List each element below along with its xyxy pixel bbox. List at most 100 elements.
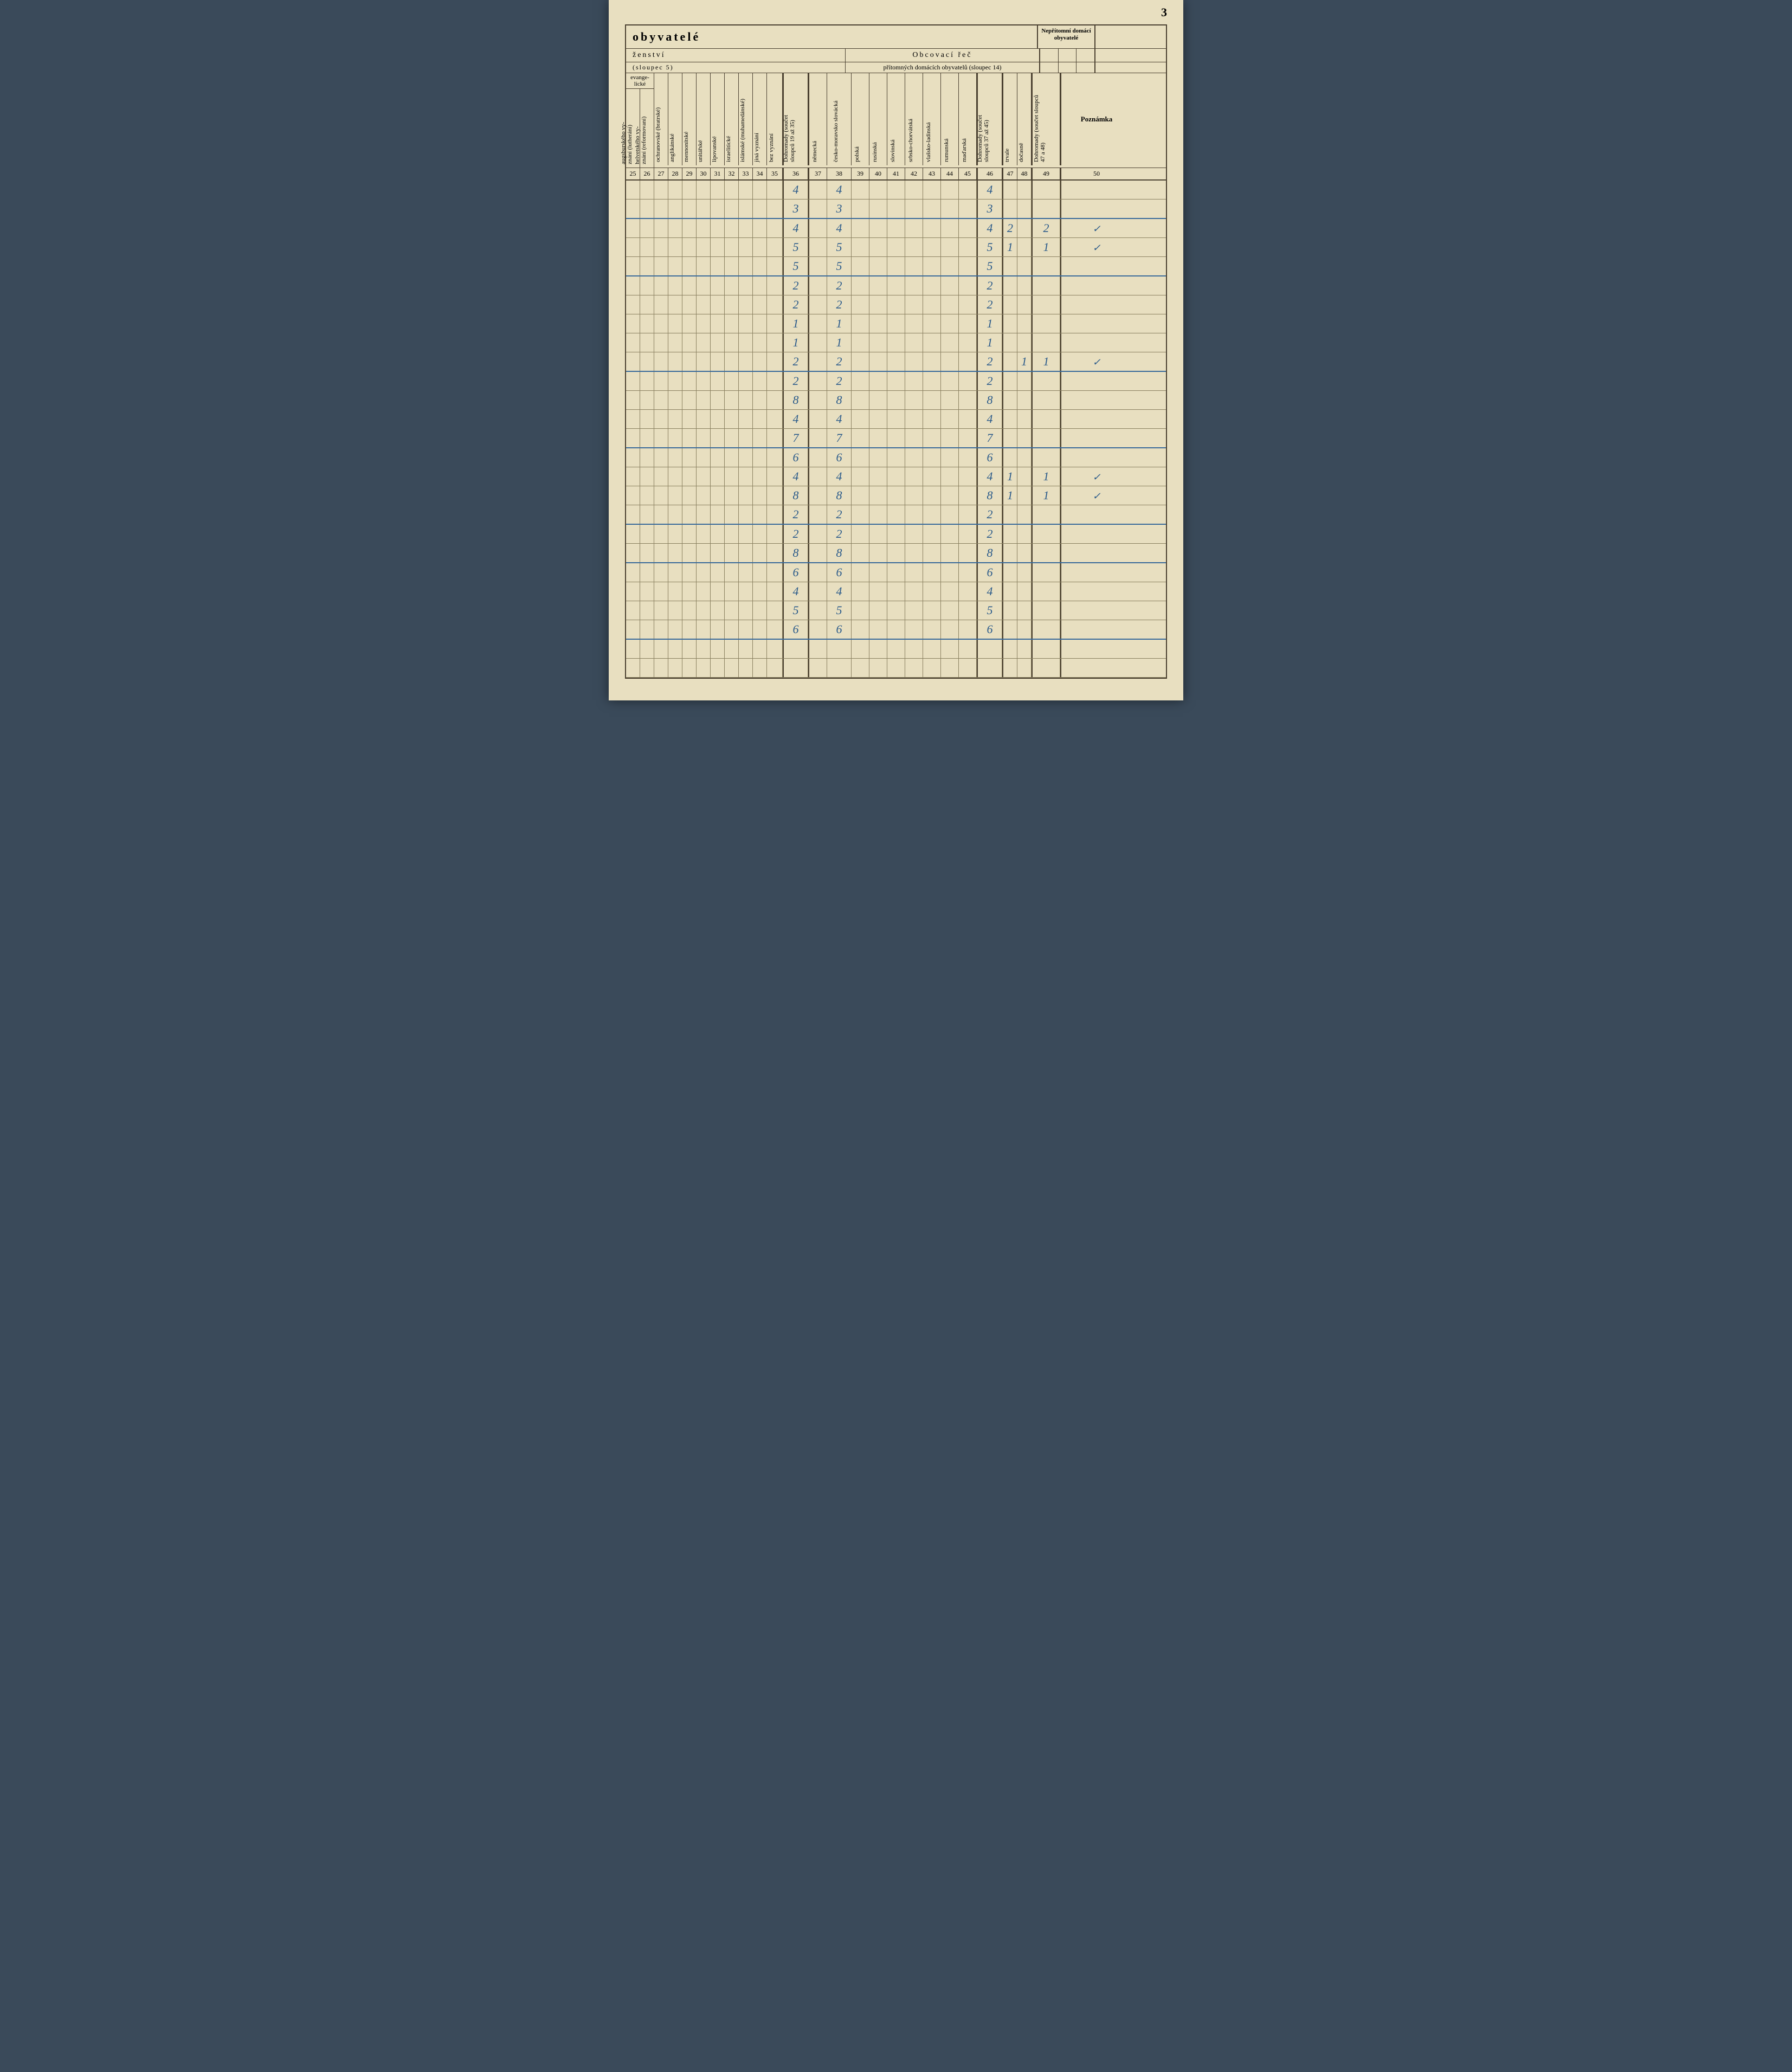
cell-35	[767, 257, 783, 275]
cell-28	[668, 314, 682, 333]
cell-37	[808, 505, 827, 524]
cell-49	[1032, 372, 1060, 390]
cell-30	[697, 582, 711, 601]
colnum-42: 42	[905, 168, 923, 179]
cell-35	[767, 276, 783, 295]
cell-43	[923, 410, 941, 428]
cell-27	[654, 372, 668, 390]
cell-27	[654, 200, 668, 218]
cell-30	[697, 372, 711, 390]
cell-46: 8	[977, 544, 1002, 562]
cell-46: 5	[977, 601, 1002, 620]
cell-39	[852, 295, 869, 314]
cell-37	[808, 582, 827, 601]
cell-47: 1	[1002, 238, 1017, 256]
header-26: helvetského vy-znání (reformovaní)	[634, 117, 647, 164]
cell-26	[640, 410, 654, 428]
cell-40	[869, 200, 887, 218]
cell-34	[753, 181, 767, 199]
cell-42	[905, 219, 923, 237]
colnum-40: 40	[869, 168, 887, 179]
header-41: slovinská	[889, 139, 896, 162]
cell-39	[852, 276, 869, 295]
cell-49	[1032, 582, 1060, 601]
cell-34	[753, 429, 767, 447]
cell-42	[905, 640, 923, 658]
cell-34	[753, 352, 767, 371]
cell-47	[1002, 352, 1017, 371]
cell-34	[753, 295, 767, 314]
cell-49	[1032, 525, 1060, 543]
header-38: česko-moravsko slovácká	[833, 101, 839, 162]
cell-39	[852, 219, 869, 237]
cell-39	[852, 525, 869, 543]
cell-42	[905, 659, 923, 677]
cell-49	[1032, 295, 1060, 314]
cell-32	[725, 601, 739, 620]
data-body: 44433344422✓55511✓55522222211111122211✓2…	[626, 181, 1166, 678]
cell-27	[654, 314, 668, 333]
cell-41	[887, 391, 905, 409]
cell-30	[697, 601, 711, 620]
cell-36: 1	[783, 333, 808, 352]
cell-25	[626, 333, 640, 352]
cell-34	[753, 544, 767, 562]
cell-29	[682, 333, 697, 352]
cell-28	[668, 295, 682, 314]
colnum-32: 32	[725, 168, 739, 179]
cell-45	[959, 429, 977, 447]
cell-29	[682, 352, 697, 371]
cell-46: 8	[977, 486, 1002, 505]
cell-48: 1	[1017, 352, 1032, 371]
cell-36: 4	[783, 582, 808, 601]
cell-42	[905, 601, 923, 620]
cell-31	[711, 238, 725, 256]
cell-42	[905, 467, 923, 486]
cell-40	[869, 219, 887, 237]
cell-31	[711, 544, 725, 562]
section-row: ženství Obcovací řeč	[626, 49, 1166, 62]
header-29: mennonítské	[683, 132, 689, 162]
cell-31	[711, 410, 725, 428]
cell-32	[725, 391, 739, 409]
cell-38: 6	[827, 448, 852, 467]
cell-32	[725, 505, 739, 524]
cell-50	[1060, 314, 1132, 333]
colnum-49: 49	[1032, 168, 1060, 179]
cell-37	[808, 563, 827, 582]
cell-49: 1	[1032, 467, 1060, 486]
cell-43	[923, 467, 941, 486]
cell-40	[869, 429, 887, 447]
cell-28	[668, 352, 682, 371]
cell-31	[711, 391, 725, 409]
cell-48	[1017, 333, 1032, 352]
cell-25	[626, 505, 640, 524]
cell-44	[941, 314, 959, 333]
cell-46: 5	[977, 257, 1002, 275]
cell-29	[682, 295, 697, 314]
cell-40	[869, 659, 887, 677]
absent-sub	[1039, 49, 1094, 62]
note-sloupec	[1094, 62, 1166, 73]
cell-33	[739, 314, 753, 333]
cell-48	[1017, 659, 1032, 677]
colnum-39: 39	[852, 168, 869, 179]
cell-37	[808, 429, 827, 447]
cell-44	[941, 563, 959, 582]
cell-28	[668, 525, 682, 543]
table-row	[626, 659, 1166, 678]
cell-27	[654, 219, 668, 237]
cell-45	[959, 620, 977, 639]
cell-44	[941, 601, 959, 620]
cell-28	[668, 563, 682, 582]
cell-37	[808, 601, 827, 620]
cell-47	[1002, 429, 1017, 447]
header-28: anglikánské	[669, 133, 675, 162]
cell-38: 5	[827, 257, 852, 275]
cell-42	[905, 563, 923, 582]
cell-44	[941, 486, 959, 505]
cell-31	[711, 563, 725, 582]
cell-36: 2	[783, 352, 808, 371]
cell-36: 8	[783, 544, 808, 562]
cell-36: 2	[783, 525, 808, 543]
